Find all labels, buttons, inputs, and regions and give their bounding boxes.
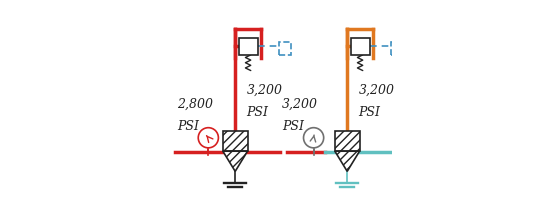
Text: 2,800: 2,800 — [177, 97, 213, 110]
Text: 3,200: 3,200 — [358, 84, 394, 97]
Bar — [223, 131, 248, 151]
Text: PSI: PSI — [282, 120, 304, 133]
Text: 3,200: 3,200 — [246, 84, 282, 97]
Text: PSI: PSI — [246, 106, 268, 119]
Bar — [279, 42, 291, 56]
Text: PSI: PSI — [177, 120, 199, 133]
Text: 3,200: 3,200 — [282, 97, 318, 110]
Bar — [391, 42, 403, 56]
Polygon shape — [335, 151, 360, 171]
Bar — [335, 131, 360, 151]
Polygon shape — [223, 151, 248, 171]
Bar — [351, 38, 370, 55]
Text: PSI: PSI — [358, 106, 380, 119]
Bar — [239, 38, 258, 55]
